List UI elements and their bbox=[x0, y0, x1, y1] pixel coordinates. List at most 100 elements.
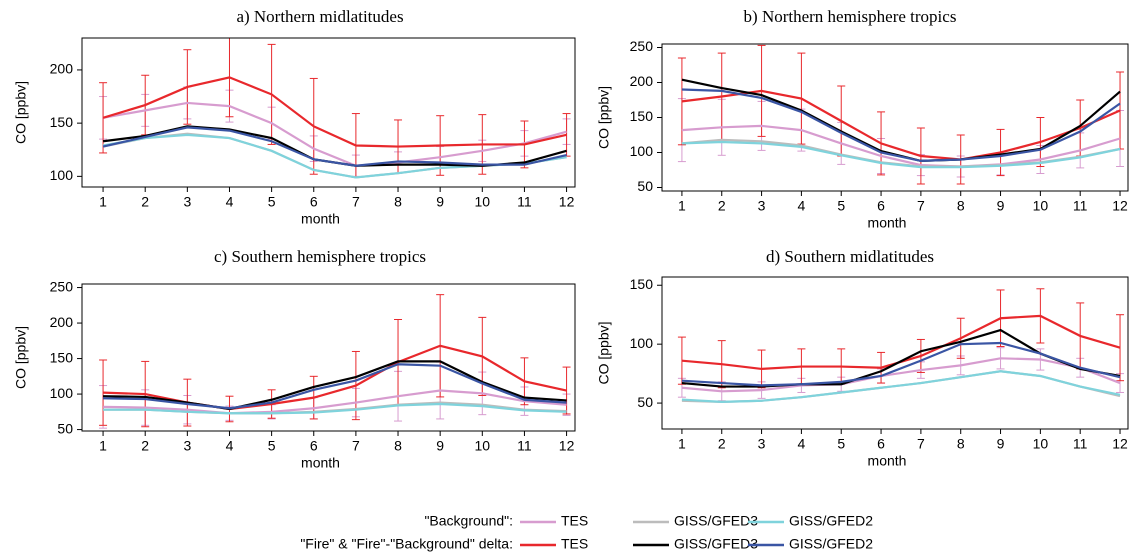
x-tick-label: 7 bbox=[917, 436, 925, 452]
x-tick-label: 8 bbox=[394, 194, 402, 210]
y-tick-label: 200 bbox=[630, 73, 654, 89]
legend-label: TES bbox=[561, 513, 588, 529]
x-tick-label: 5 bbox=[837, 436, 845, 452]
series-line bbox=[681, 124, 1121, 168]
x-axis-label: month bbox=[301, 211, 340, 227]
series-line bbox=[103, 402, 567, 415]
legend-label: GISS/GFED2 bbox=[789, 513, 873, 529]
x-tick-label: 7 bbox=[352, 194, 360, 210]
series-line bbox=[681, 89, 1121, 161]
x-tick-label: 11 bbox=[517, 194, 532, 210]
x-tick-label: 11 bbox=[1073, 198, 1088, 214]
y-tick-label: 250 bbox=[630, 38, 654, 54]
series-line bbox=[103, 363, 567, 410]
x-tick-label: 10 bbox=[475, 438, 491, 454]
x-tick-label: 11 bbox=[517, 438, 532, 454]
x-axis-label: month bbox=[301, 455, 340, 471]
y-tick-label: 150 bbox=[630, 276, 654, 292]
series-line bbox=[102, 101, 567, 167]
x-tick-label: 1 bbox=[678, 198, 686, 214]
series-line bbox=[681, 140, 1121, 169]
x-tick-label: 7 bbox=[352, 438, 360, 454]
x-tick-label: 2 bbox=[141, 194, 149, 210]
series-line bbox=[681, 88, 1121, 163]
y-axis-label: CO [ppbv] bbox=[13, 81, 29, 144]
y-axis-label: CO [ppbv] bbox=[13, 326, 29, 389]
x-tick-label: 3 bbox=[758, 198, 766, 214]
series-line bbox=[102, 126, 567, 167]
x-tick-label: 10 bbox=[1033, 436, 1049, 452]
plot-frame bbox=[661, 276, 1129, 430]
plot-frame bbox=[81, 37, 576, 188]
series-line bbox=[102, 125, 567, 167]
series-line bbox=[681, 341, 1121, 387]
x-tick-label: 6 bbox=[877, 198, 885, 214]
x-tick-label: 9 bbox=[436, 194, 444, 210]
legend-group-label: "Background": bbox=[424, 513, 513, 529]
x-tick-label: 6 bbox=[877, 436, 885, 452]
x-tick-label: 11 bbox=[1073, 436, 1088, 452]
x-tick-label: 5 bbox=[268, 438, 276, 454]
x-axis-label: month bbox=[868, 453, 907, 469]
y-axis-label: CO [ppbv] bbox=[596, 86, 612, 149]
x-tick-label: 3 bbox=[183, 438, 191, 454]
x-tick-label: 6 bbox=[310, 194, 318, 210]
legend-group-label: "Fire" & "Fire"-"Background" delta: bbox=[300, 536, 513, 552]
x-tick-label: 1 bbox=[678, 436, 686, 452]
panel-title: b) Northern hemisphere tropics bbox=[744, 7, 957, 26]
x-tick-label: 10 bbox=[475, 194, 491, 210]
x-axis-label: month bbox=[868, 215, 907, 231]
series-line bbox=[681, 357, 1121, 393]
y-axis-label: CO [ppbv] bbox=[596, 321, 612, 384]
x-tick-label: 2 bbox=[718, 198, 726, 214]
x-tick-label: 9 bbox=[997, 436, 1005, 452]
y-tick-label: 100 bbox=[50, 167, 74, 183]
y-tick-label: 100 bbox=[50, 385, 74, 401]
y-tick-label: 50 bbox=[637, 394, 653, 410]
panel-title: a) Northern midlatitudes bbox=[236, 7, 403, 26]
series-line bbox=[681, 370, 1121, 403]
panel-title: d) Southern midlatitudes bbox=[766, 247, 934, 266]
legend-label: GISS/GFED3 bbox=[674, 513, 758, 529]
y-tick-label: 150 bbox=[50, 114, 74, 130]
y-tick-label: 50 bbox=[637, 178, 653, 194]
x-tick-label: 4 bbox=[226, 194, 234, 210]
series-line bbox=[102, 76, 567, 148]
x-tick-label: 12 bbox=[1112, 198, 1128, 214]
x-tick-label: 9 bbox=[436, 438, 444, 454]
y-tick-label: 150 bbox=[630, 108, 654, 124]
x-tick-label: 2 bbox=[718, 436, 726, 452]
x-tick-label: 8 bbox=[394, 438, 402, 454]
x-tick-label: 4 bbox=[798, 436, 806, 452]
x-tick-label: 1 bbox=[99, 194, 107, 210]
series-line bbox=[102, 132, 567, 179]
legend-label: TES bbox=[561, 536, 588, 552]
x-tick-label: 3 bbox=[183, 194, 191, 210]
plot-frame bbox=[81, 283, 576, 432]
x-tick-label: 6 bbox=[310, 438, 318, 454]
y-tick-label: 150 bbox=[50, 349, 74, 365]
x-tick-label: 4 bbox=[798, 198, 806, 214]
legend-label: GISS/GFED2 bbox=[789, 536, 873, 552]
legend-label: GISS/GFED3 bbox=[674, 536, 758, 552]
x-tick-label: 5 bbox=[268, 194, 276, 210]
series-line bbox=[103, 360, 567, 411]
x-tick-label: 9 bbox=[997, 198, 1005, 214]
x-tick-label: 8 bbox=[957, 198, 965, 214]
plot-frame bbox=[661, 43, 1129, 192]
y-tick-label: 100 bbox=[630, 143, 654, 159]
x-tick-label: 12 bbox=[1112, 436, 1128, 452]
x-tick-label: 8 bbox=[957, 436, 965, 452]
x-tick-label: 1 bbox=[99, 438, 107, 454]
x-tick-label: 12 bbox=[559, 438, 575, 454]
y-tick-label: 100 bbox=[630, 335, 654, 351]
x-tick-label: 10 bbox=[1033, 198, 1049, 214]
x-tick-label: 4 bbox=[226, 438, 234, 454]
x-tick-label: 3 bbox=[758, 436, 766, 452]
panel-title: c) Southern hemisphere tropics bbox=[214, 247, 426, 266]
x-tick-label: 7 bbox=[917, 198, 925, 214]
x-tick-label: 2 bbox=[141, 438, 149, 454]
y-tick-label: 200 bbox=[50, 61, 74, 77]
y-tick-label: 50 bbox=[57, 420, 73, 436]
